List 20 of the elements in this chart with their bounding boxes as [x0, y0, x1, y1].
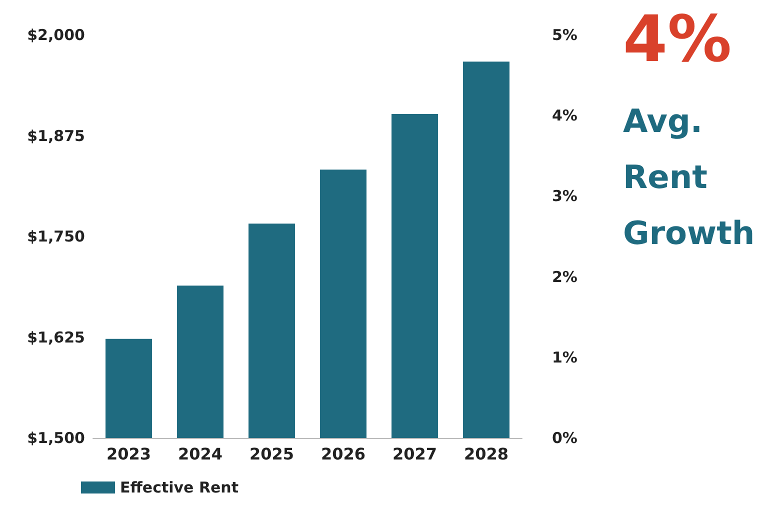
- x-tick-label: 2026: [320, 444, 366, 464]
- y2-tick-label: 2%: [552, 268, 578, 286]
- y2-tick-label: 0%: [552, 429, 578, 447]
- text: Avg. Rent Growth: [623, 102, 755, 252]
- x-tick-label: 2025: [249, 444, 294, 464]
- y2-tick-label: 3%: [552, 187, 578, 206]
- x-tick-label: 2024: [178, 444, 223, 464]
- x-tick-label: 2027: [392, 444, 438, 464]
- y-tick-label: $1,500: [27, 429, 85, 447]
- y2-tick-label: 1%: [552, 348, 578, 366]
- legend-label: Effective Rent: [120, 478, 239, 496]
- y2-tick-label: 5%: [552, 26, 578, 44]
- x-tick-label: 2028: [464, 444, 509, 464]
- x-tick-label: 2023: [106, 444, 152, 464]
- y-tick-label: $1,875: [27, 126, 85, 145]
- text: 4%: [623, 3, 732, 77]
- y-tick-label: $1,750: [27, 228, 85, 246]
- y-tick-label: $1,625: [27, 328, 85, 346]
- y2-tick-label: 4%: [552, 106, 578, 125]
- y-tick-label: $2,000: [27, 26, 85, 44]
